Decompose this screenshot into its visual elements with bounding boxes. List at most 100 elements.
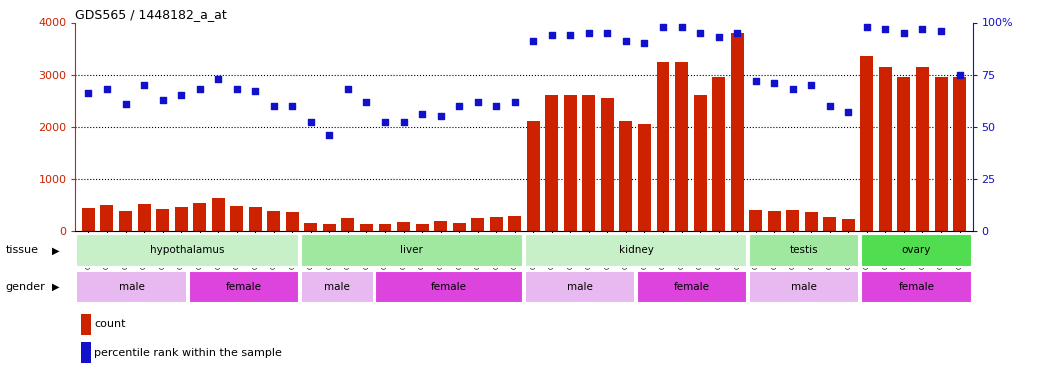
Point	[80, 90, 96, 96]
Bar	[527, 122, 540, 231]
Bar	[304, 224, 318, 231]
Bar	[861, 271, 971, 303]
Point	[284, 103, 301, 109]
Bar	[525, 271, 635, 303]
Bar	[897, 77, 911, 231]
Bar	[601, 98, 614, 231]
Bar	[935, 77, 947, 231]
Text: tissue: tissue	[5, 245, 38, 255]
Bar	[508, 216, 521, 231]
Point	[562, 32, 578, 38]
Point	[117, 100, 134, 106]
Point	[544, 32, 561, 38]
Text: testis: testis	[790, 245, 818, 255]
Point	[395, 119, 412, 125]
Text: gender: gender	[5, 282, 45, 292]
Bar	[156, 209, 169, 231]
Text: female: female	[431, 282, 467, 292]
Point	[303, 119, 320, 125]
Point	[877, 26, 894, 32]
Bar	[101, 205, 113, 231]
Point	[599, 30, 616, 36]
Point	[896, 30, 913, 36]
Text: GDS565 / 1448182_a_at: GDS565 / 1448182_a_at	[74, 8, 226, 21]
Text: liver: liver	[400, 245, 423, 255]
Point	[358, 99, 375, 105]
Bar	[193, 202, 206, 231]
Point	[840, 109, 857, 115]
Bar	[77, 234, 299, 267]
Bar	[416, 224, 429, 231]
Bar	[434, 221, 447, 231]
Point	[655, 24, 672, 30]
Point	[451, 103, 467, 109]
Bar	[953, 77, 966, 231]
Bar	[397, 222, 410, 231]
Point	[636, 40, 653, 46]
Bar	[842, 219, 855, 231]
Text: male: male	[324, 282, 350, 292]
Bar	[119, 211, 132, 231]
Bar	[730, 33, 744, 231]
Bar	[860, 56, 873, 231]
Point	[692, 30, 708, 36]
Point	[822, 103, 838, 109]
Point	[728, 30, 745, 36]
Bar	[137, 204, 151, 231]
Bar	[768, 211, 781, 231]
Point	[321, 132, 337, 138]
Point	[99, 86, 115, 92]
Point	[340, 86, 356, 92]
Point	[784, 86, 801, 92]
Point	[191, 86, 208, 92]
Bar	[378, 224, 392, 231]
Point	[933, 28, 949, 34]
Text: male: male	[791, 282, 817, 292]
Point	[506, 99, 523, 105]
Bar	[879, 67, 892, 231]
Bar	[231, 206, 243, 231]
Bar	[472, 217, 484, 231]
Bar	[564, 95, 576, 231]
Text: male: male	[567, 282, 593, 292]
Bar	[749, 234, 859, 267]
Point	[487, 103, 504, 109]
Bar	[637, 271, 747, 303]
Point	[711, 34, 727, 40]
Bar	[545, 95, 559, 231]
Bar	[489, 217, 503, 231]
Point	[914, 26, 931, 32]
Text: count: count	[94, 320, 126, 329]
Bar	[286, 212, 299, 231]
Point	[766, 80, 783, 86]
Bar	[713, 77, 725, 231]
Point	[414, 111, 431, 117]
Bar	[861, 234, 971, 267]
Point	[247, 88, 264, 94]
Text: female: female	[225, 282, 262, 292]
Text: ▶: ▶	[52, 245, 60, 255]
Bar	[786, 210, 800, 231]
Bar	[916, 67, 929, 231]
Bar	[77, 271, 187, 303]
Bar	[638, 124, 651, 231]
Bar	[323, 224, 335, 231]
Point	[265, 103, 282, 109]
Point	[173, 92, 190, 98]
Point	[376, 119, 393, 125]
Bar	[175, 207, 188, 231]
Text: ▶: ▶	[52, 282, 60, 292]
Point	[432, 113, 449, 119]
Bar	[248, 207, 262, 231]
Bar	[525, 234, 747, 267]
Bar	[656, 62, 670, 231]
Bar	[583, 95, 595, 231]
Text: kidney: kidney	[618, 245, 654, 255]
Bar	[359, 224, 373, 231]
Bar	[212, 198, 224, 231]
Bar	[805, 212, 817, 231]
Bar	[749, 210, 762, 231]
Point	[154, 96, 171, 102]
Text: hypothalamus: hypothalamus	[150, 245, 225, 255]
Bar	[342, 217, 354, 231]
